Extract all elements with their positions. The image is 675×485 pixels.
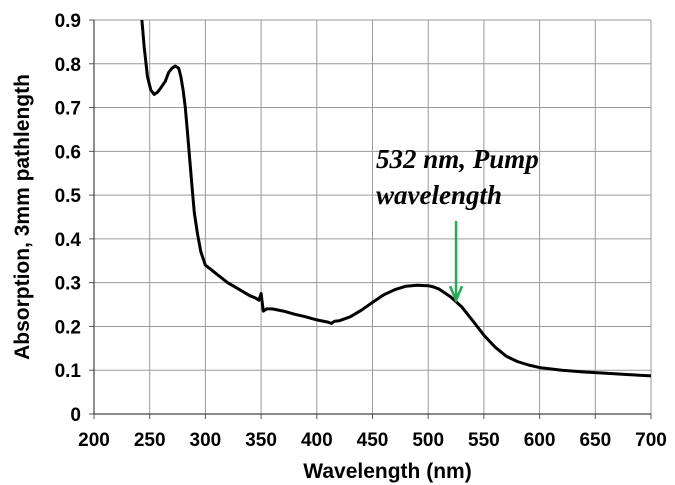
x-tick-label: 600 — [524, 430, 556, 451]
y-tick-label: 0.3 — [55, 274, 81, 295]
x-tick-label: 350 — [245, 430, 277, 451]
y-tick-label: 0.4 — [55, 230, 82, 251]
annotation-line-2: wavelength — [376, 180, 502, 210]
x-tick-label: 300 — [190, 430, 222, 451]
annotation-arrow-head — [448, 285, 464, 304]
x-tick-label: 250 — [134, 430, 166, 451]
y-tick-label: 0.7 — [55, 99, 81, 120]
x-tick-label: 400 — [301, 430, 333, 451]
y-tick-labels: 0 0.1 0.2 0.3 0.4 0.5 0.6 0.7 0.8 0.9 — [55, 11, 82, 426]
annotation-line-1: 532 nm, Pump — [376, 144, 539, 174]
x-tick-label: 650 — [579, 430, 611, 451]
x-tick-label: 500 — [412, 430, 444, 451]
annotation: 532 nm, Pump wavelength — [376, 144, 539, 304]
y-tick-label: 0.1 — [55, 361, 82, 382]
y-axis-label: Absorption, 3mm pathlength — [11, 74, 34, 360]
y-tick-label: 0.5 — [55, 186, 82, 207]
y-tick-label: 0 — [70, 405, 81, 426]
x-tick-label: 200 — [78, 430, 110, 451]
x-axis-label: Wavelength (nm) — [303, 460, 471, 483]
x-tick-labels: 200 250 300 350 400 450 500 550 600 650 700 — [78, 430, 667, 451]
y-tick-label: 0.2 — [55, 317, 81, 338]
y-tick-label: 0.8 — [55, 55, 81, 76]
axes — [89, 19, 652, 419]
x-tick-label: 550 — [468, 430, 500, 451]
y-tick-label: 0.9 — [55, 11, 81, 32]
x-tick-label: 700 — [635, 430, 667, 451]
grid — [93, 19, 652, 415]
y-tick-label: 0.6 — [55, 142, 81, 163]
x-tick-label: 450 — [357, 430, 389, 451]
series-line — [140, 19, 652, 378]
